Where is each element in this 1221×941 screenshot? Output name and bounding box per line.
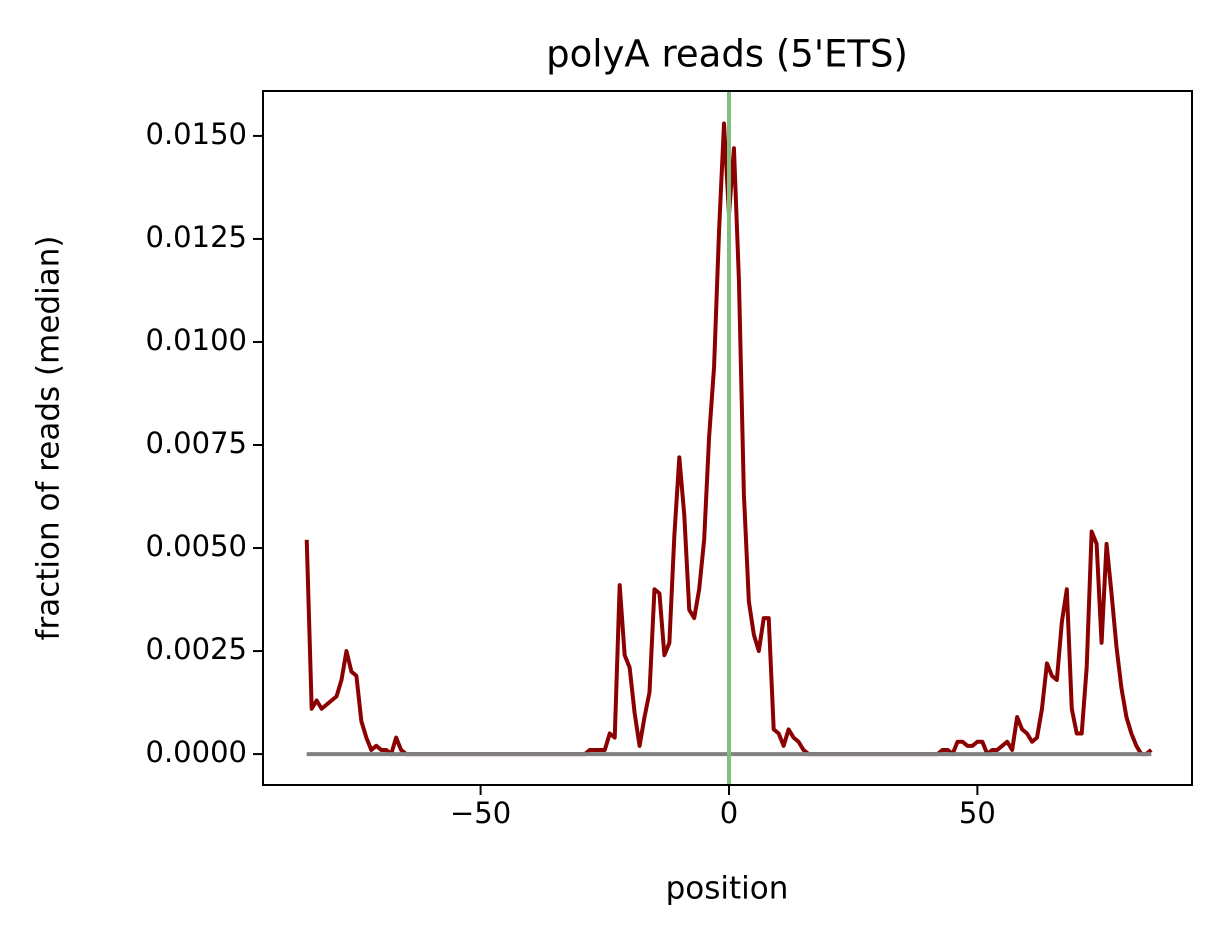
x-tick-label: 50 bbox=[959, 796, 996, 830]
chart-title: polyA reads (5'ETS) bbox=[546, 33, 908, 76]
y-tick-label: 0.0150 bbox=[146, 117, 247, 151]
y-tick-label: 0.0000 bbox=[146, 735, 247, 769]
y-tick-label: 0.0125 bbox=[146, 220, 247, 254]
y-tick-label: 0.0100 bbox=[146, 323, 247, 357]
x-axis-label: position bbox=[666, 871, 789, 907]
y-axis-label: fraction of reads (median) bbox=[31, 236, 67, 641]
x-tick-label: −50 bbox=[450, 796, 511, 830]
y-tick-label: 0.0075 bbox=[146, 426, 247, 460]
x-tick-label: 0 bbox=[720, 796, 738, 830]
plot-frame bbox=[262, 90, 1193, 786]
y-tick-label: 0.0050 bbox=[146, 529, 247, 563]
y-tick-label: 0.0025 bbox=[146, 632, 247, 666]
